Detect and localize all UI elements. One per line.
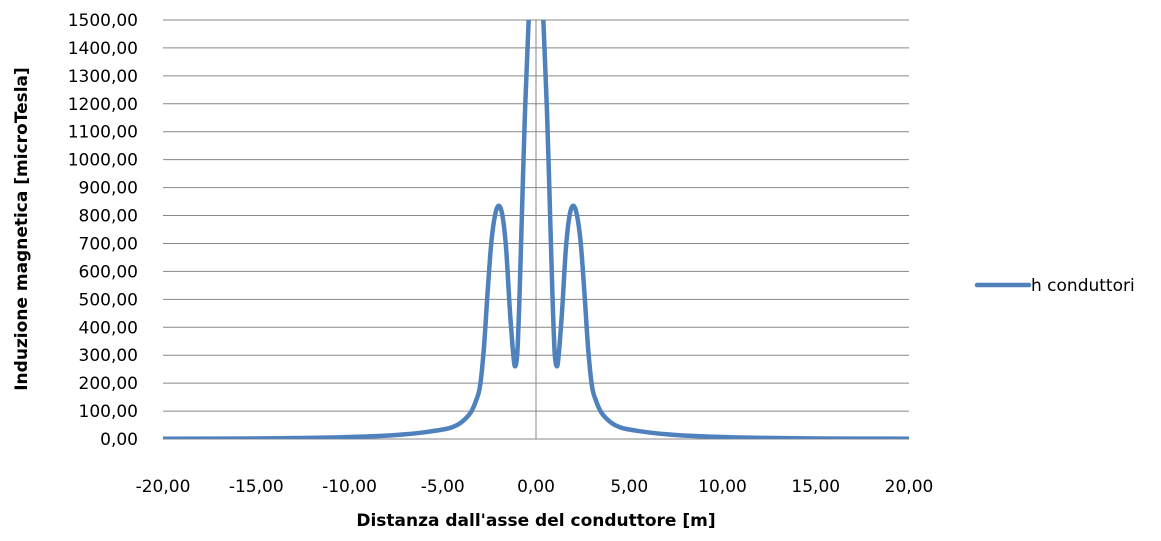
y-tick-label: 600,00 bbox=[79, 262, 138, 282]
y-tick-label: 0,00 bbox=[100, 430, 138, 450]
y-tick-label: 700,00 bbox=[79, 234, 138, 254]
y-tick-label: 1400,00 bbox=[68, 39, 138, 59]
y-tick-label: 800,00 bbox=[79, 207, 138, 227]
y-tick-label: 1200,00 bbox=[68, 95, 138, 115]
x-tick-label: 20,00 bbox=[885, 477, 934, 497]
y-tick-label: 200,00 bbox=[79, 374, 138, 394]
x-tick-label: 5,00 bbox=[610, 477, 648, 497]
x-tick-label: 10,00 bbox=[698, 477, 747, 497]
x-tick-label: 15,00 bbox=[791, 477, 840, 497]
y-tick-label: 1300,00 bbox=[68, 67, 138, 87]
x-tick-label: -15,00 bbox=[229, 477, 284, 497]
x-tick-label: -20,00 bbox=[136, 477, 191, 497]
y-tick-labels: 0,00 100,00 200,00 300,00 400,00 500,00 600,00… bbox=[68, 11, 138, 450]
y-tick-label: 500,00 bbox=[79, 290, 138, 310]
series-line-0 bbox=[163, 20, 909, 439]
x-tick-label: -10,00 bbox=[322, 477, 377, 497]
x-tick-label: -5,00 bbox=[421, 477, 465, 497]
y-tick-label: 1100,00 bbox=[68, 123, 138, 143]
y-tick-label: 300,00 bbox=[79, 346, 138, 366]
x-tick-label: 0,00 bbox=[517, 477, 555, 497]
legend: h conduttori bbox=[974, 276, 1135, 296]
series-group bbox=[163, 20, 909, 439]
x-tick-labels: -20,00 -15,00 -10,00 -5,00 0,00 5,00 10,00 15,0… bbox=[136, 477, 934, 497]
x-axis-title: Distanza dall'asse del conduttore [m] bbox=[356, 511, 715, 531]
y-tick-label: 1000,00 bbox=[68, 151, 138, 171]
y-tick-label: 100,00 bbox=[79, 402, 138, 422]
y-tick-label: 400,00 bbox=[79, 318, 138, 338]
y-tick-label: 1500,00 bbox=[68, 11, 138, 31]
y-axis-title: Induzione magnetica [microTesla] bbox=[12, 67, 32, 391]
y-tick-label: 900,00 bbox=[79, 179, 138, 199]
legend-label-h-conduttori: h conduttori bbox=[1031, 276, 1135, 296]
